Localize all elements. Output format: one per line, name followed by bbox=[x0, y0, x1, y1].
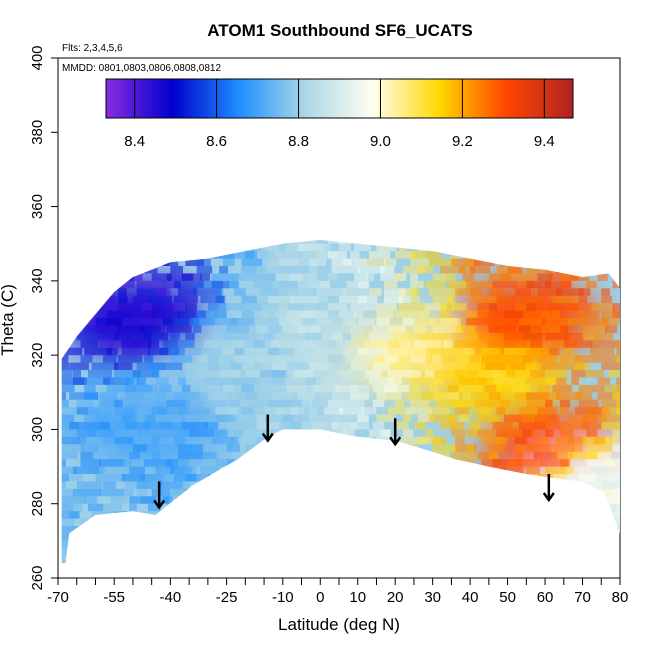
colorbar-tick-label-0: 8.4 bbox=[124, 133, 145, 150]
arrow-markers bbox=[153, 414, 555, 510]
colorbar: 8.4 8.6 8.8 9.0 9.2 9.4 bbox=[105, 78, 574, 150]
x-tick-label-7: 20 bbox=[387, 589, 404, 606]
y-tick-label-0: 260 bbox=[29, 565, 46, 590]
colorbar-tick-label-2: 8.8 bbox=[288, 133, 309, 150]
x-tick-label-2: -40 bbox=[160, 589, 182, 606]
chart-title: ATOM1 Southbound SF6_UCATS bbox=[207, 21, 472, 40]
arrow-marker-3 bbox=[542, 474, 555, 503]
x-tick-label-3: -25 bbox=[216, 589, 238, 606]
arrow-marker-1 bbox=[261, 414, 274, 443]
x-tick-label-11: 60 bbox=[537, 589, 554, 606]
flights-annotation: Flts: 2,3,4,5,6 bbox=[62, 43, 123, 54]
x-tick-label-1: -55 bbox=[103, 589, 125, 606]
y-tick-label-6: 380 bbox=[29, 120, 46, 145]
field-streaks bbox=[61, 240, 620, 564]
x-tick-label-4: -10 bbox=[272, 589, 294, 606]
y-axis-label: Theta (C) bbox=[0, 284, 17, 356]
arrow-marker-0 bbox=[153, 481, 166, 510]
colorbar-gradient bbox=[105, 78, 574, 119]
colorbar-tick-label-5: 9.4 bbox=[534, 133, 555, 150]
y-tick-label-5: 360 bbox=[29, 194, 46, 219]
y-axis: 260 280 300 320 340 360 380 400 bbox=[29, 45, 58, 591]
dates-annotation: MMDD: 0801,0803,0806,0808,0812 bbox=[62, 63, 221, 74]
x-tick-label-10: 50 bbox=[499, 589, 516, 606]
colorbar-tick-label-4: 9.2 bbox=[452, 133, 473, 150]
x-tick-label-8: 30 bbox=[424, 589, 441, 606]
y-tick-label-7: 400 bbox=[29, 45, 46, 70]
x-tick-label-6: 10 bbox=[349, 589, 366, 606]
y-tick-label-2: 300 bbox=[29, 417, 46, 442]
y-tick-label-1: 280 bbox=[29, 491, 46, 516]
colorbar-tick-label-1: 8.6 bbox=[206, 133, 227, 150]
x-tick-label-0: -70 bbox=[47, 589, 69, 606]
y-tick-label-3: 320 bbox=[29, 343, 46, 368]
x-tick-label-12: 70 bbox=[574, 589, 591, 606]
arrow-marker-2 bbox=[389, 418, 402, 447]
x-tick-label-9: 40 bbox=[462, 589, 479, 606]
colorbar-tick-label-3: 9.0 bbox=[370, 133, 391, 150]
x-axis-label: Latitude (deg N) bbox=[278, 615, 400, 634]
x-tick-label-13: 80 bbox=[612, 589, 629, 606]
y-tick-label-4: 340 bbox=[29, 268, 46, 293]
x-axis: -70 -55 -40 -25 -10 0 10 20 30 40 50 60 70 80 bbox=[47, 578, 628, 606]
x-tick-label-5: 0 bbox=[316, 589, 324, 606]
